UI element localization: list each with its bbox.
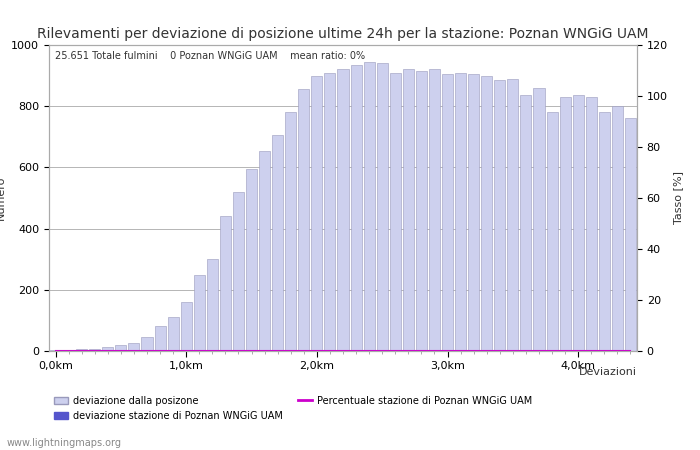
Bar bbox=[416, 71, 427, 351]
Bar bbox=[167, 317, 178, 351]
Bar bbox=[429, 69, 440, 351]
Bar bbox=[337, 69, 349, 351]
Bar bbox=[612, 106, 623, 351]
Bar bbox=[194, 274, 205, 351]
Bar bbox=[468, 74, 480, 351]
Bar bbox=[547, 112, 558, 351]
Bar bbox=[155, 326, 166, 351]
Bar bbox=[455, 72, 466, 351]
Bar bbox=[402, 69, 414, 351]
Text: 25.651 Totale fulmini    0 Poznan WNGiG UAM    mean ratio: 0%: 25.651 Totale fulmini 0 Poznan WNGiG UAM… bbox=[55, 51, 365, 61]
Bar bbox=[272, 135, 284, 351]
Bar bbox=[520, 95, 531, 351]
Bar bbox=[533, 88, 545, 351]
Y-axis label: Tasso [%]: Tasso [%] bbox=[673, 171, 683, 225]
Bar bbox=[116, 346, 127, 351]
Bar bbox=[508, 79, 519, 351]
Bar bbox=[625, 118, 636, 351]
Bar bbox=[76, 350, 88, 351]
Bar bbox=[89, 349, 100, 351]
Text: Deviazioni: Deviazioni bbox=[579, 367, 637, 377]
Bar bbox=[377, 63, 388, 351]
Bar bbox=[390, 72, 401, 351]
Bar bbox=[63, 350, 74, 351]
Bar bbox=[285, 112, 296, 351]
Bar bbox=[298, 90, 309, 351]
Bar bbox=[246, 169, 257, 351]
Bar bbox=[324, 72, 335, 351]
Bar bbox=[220, 216, 231, 351]
Bar bbox=[312, 76, 323, 351]
Bar bbox=[598, 112, 610, 351]
Bar bbox=[206, 259, 218, 351]
Bar bbox=[573, 95, 584, 351]
Bar bbox=[481, 76, 492, 351]
Bar bbox=[181, 302, 192, 351]
Bar bbox=[586, 97, 597, 351]
Bar bbox=[141, 337, 153, 351]
Bar bbox=[102, 347, 113, 351]
Bar bbox=[559, 97, 570, 351]
Bar bbox=[494, 80, 505, 351]
Legend: deviazione dalla posizone, deviazione stazione di Poznan WNGiG UAM, Percentuale : deviazione dalla posizone, deviazione st… bbox=[54, 396, 533, 420]
Bar bbox=[363, 62, 374, 351]
Y-axis label: Numero: Numero bbox=[0, 176, 6, 220]
Text: www.lightningmaps.org: www.lightningmaps.org bbox=[7, 438, 122, 448]
Bar bbox=[233, 192, 244, 351]
Bar bbox=[259, 151, 270, 351]
Title: Rilevamenti per deviazione di posizione ultime 24h per la stazione: Poznan WNGiG: Rilevamenti per deviazione di posizione … bbox=[37, 27, 649, 41]
Bar bbox=[351, 65, 362, 351]
Bar bbox=[442, 74, 453, 351]
Bar bbox=[128, 343, 139, 351]
